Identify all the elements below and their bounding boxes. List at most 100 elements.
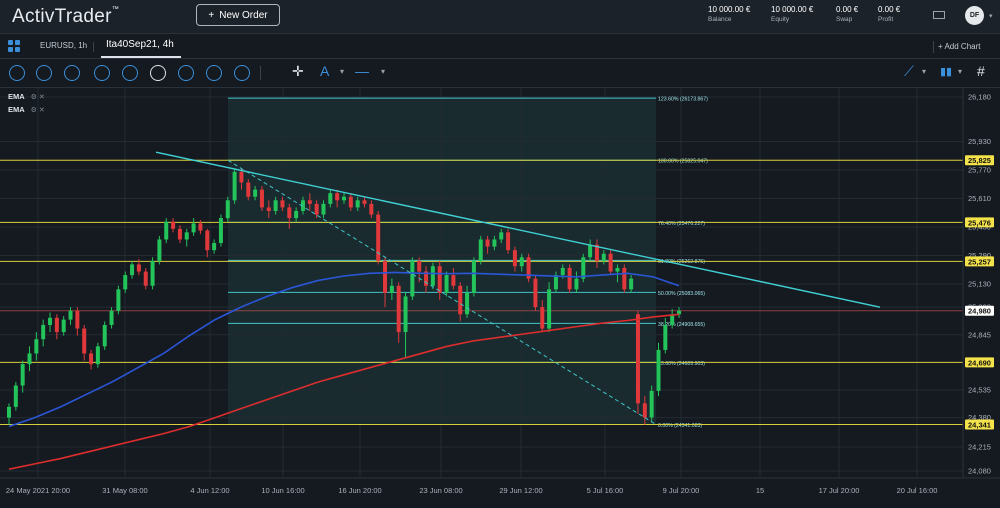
candle-body bbox=[259, 189, 264, 208]
candle-body bbox=[622, 267, 627, 290]
tab-divider bbox=[933, 41, 934, 53]
mail-icon[interactable] bbox=[933, 11, 945, 19]
candle-body bbox=[506, 232, 511, 251]
candle-body bbox=[451, 275, 456, 286]
crosshair-icon[interactable]: ✛ bbox=[292, 63, 304, 79]
time-4h-icon[interactable] bbox=[150, 65, 166, 81]
fibonacci-label: 50.00% (25083.065) bbox=[658, 291, 705, 297]
candle-body bbox=[396, 285, 401, 333]
candle-body bbox=[424, 271, 429, 286]
price-label-text: 25,257 bbox=[968, 257, 991, 266]
candle-body bbox=[54, 317, 59, 333]
layout-grid-icon[interactable] bbox=[8, 40, 20, 52]
candle-body bbox=[403, 296, 408, 333]
price-tick-label: 24,215 bbox=[968, 442, 991, 451]
indicator-legend-ema-1[interactable]: EMA ⚙ ✕ bbox=[8, 92, 45, 101]
tab-ita40[interactable]: Ita40Sep21, 4h bbox=[106, 39, 174, 50]
chevron-down-icon[interactable]: ▾ bbox=[989, 13, 993, 20]
bar-style-icon[interactable]: ▮▮ bbox=[940, 66, 953, 78]
candle-body bbox=[512, 250, 517, 267]
time-1w-icon[interactable] bbox=[206, 65, 222, 81]
candle-body bbox=[389, 285, 394, 293]
chevron-down-icon[interactable]: ▾ bbox=[340, 67, 345, 76]
grid-icon[interactable]: # bbox=[977, 63, 985, 79]
candle-body bbox=[68, 310, 73, 320]
candle-body bbox=[471, 260, 476, 293]
price-tick-label: 24,380 bbox=[968, 413, 991, 422]
chevron-down-icon[interactable]: ▾ bbox=[958, 67, 963, 76]
time-15m-icon[interactable] bbox=[64, 65, 80, 81]
candle-body bbox=[499, 232, 504, 240]
candle-body bbox=[383, 260, 388, 293]
chart-canvas[interactable]: 123.60% (26173.867) 100.00% (25825.047) 76… bbox=[0, 88, 1000, 503]
candle-body bbox=[307, 200, 312, 204]
time-30m-icon[interactable] bbox=[94, 65, 110, 81]
candle-body bbox=[642, 403, 647, 418]
avatar[interactable]: DF bbox=[965, 6, 984, 25]
candle-body bbox=[608, 253, 613, 272]
candle-body bbox=[123, 275, 128, 290]
fibonacci-label: 76.40% (25476.227) bbox=[658, 221, 705, 227]
time-tick-label: 24 May 2021 20:00 bbox=[6, 486, 70, 495]
candle-body bbox=[171, 221, 176, 229]
candle-body bbox=[300, 200, 305, 211]
indicator-legend-ema-2[interactable]: EMA ⚙ ✕ bbox=[8, 105, 45, 114]
candle-body bbox=[560, 267, 565, 276]
price-chart[interactable]: 123.60% (26173.867) 100.00% (25825.047) 76… bbox=[0, 88, 1000, 503]
chevron-down-icon[interactable]: ▾ bbox=[381, 67, 386, 76]
candle-body bbox=[444, 275, 449, 293]
candle-body bbox=[348, 196, 353, 208]
price-axis bbox=[963, 88, 1000, 503]
price-label-text: 24,341 bbox=[968, 421, 991, 430]
candle-body bbox=[116, 289, 121, 311]
candle-body bbox=[588, 244, 593, 258]
time-1m-icon[interactable] bbox=[9, 65, 25, 81]
candle-body bbox=[89, 353, 94, 365]
time-1mn-icon[interactable] bbox=[234, 65, 250, 81]
new-order-button[interactable]: + New Order bbox=[196, 4, 280, 26]
text-tool-icon[interactable]: A bbox=[320, 63, 330, 79]
price-tick-label: 24,845 bbox=[968, 330, 991, 339]
time-tick-label: 10 Jun 16:00 bbox=[261, 486, 304, 495]
candle-body bbox=[458, 285, 463, 315]
time-1d-icon[interactable] bbox=[178, 65, 194, 81]
candle-body bbox=[437, 266, 442, 293]
line-style-icon[interactable]: — bbox=[355, 63, 369, 79]
candle-body bbox=[164, 221, 169, 240]
candle-body bbox=[212, 243, 217, 251]
candle-body bbox=[355, 200, 360, 208]
candle-body bbox=[615, 267, 620, 272]
candle-body bbox=[218, 218, 223, 244]
price-label-box bbox=[965, 217, 994, 228]
balance-stat: 10 000.00 € Balance bbox=[708, 5, 751, 23]
candle-body bbox=[266, 207, 271, 211]
candle-body bbox=[109, 310, 114, 325]
tab-eurusd[interactable]: EURUSD, 1h bbox=[40, 41, 88, 50]
candle-body bbox=[362, 200, 367, 204]
time-5m-icon[interactable] bbox=[36, 65, 52, 81]
candle-body bbox=[342, 196, 346, 201]
price-label-box bbox=[965, 305, 994, 316]
price-tick-label: 25,930 bbox=[968, 137, 991, 146]
add-chart-button[interactable]: + Add Chart bbox=[938, 42, 981, 51]
candle-body bbox=[485, 239, 490, 247]
candle-body bbox=[649, 390, 654, 418]
candle-body bbox=[280, 200, 285, 208]
app-logo[interactable]: ActivTrader™ bbox=[12, 6, 120, 27]
candle-body bbox=[184, 232, 189, 240]
candle-body bbox=[430, 266, 435, 286]
candle-body bbox=[130, 264, 135, 276]
time-tick-label: 9 Jul 20:00 bbox=[663, 486, 700, 495]
candle-body bbox=[157, 239, 162, 261]
chevron-down-icon[interactable]: ▾ bbox=[922, 67, 927, 76]
candle-body bbox=[540, 307, 545, 329]
time-1h-icon[interactable] bbox=[122, 65, 138, 81]
price-tick-label: 25,130 bbox=[968, 280, 991, 289]
equity-stat: 10 000.00 € Equity bbox=[771, 5, 814, 23]
price-label-text: 24,690 bbox=[968, 358, 991, 367]
trendline bbox=[155, 151, 881, 308]
candle-body bbox=[376, 214, 381, 261]
indicators-icon[interactable]: ⟋ bbox=[904, 63, 914, 79]
candle-body bbox=[61, 319, 66, 333]
candle-body bbox=[656, 349, 661, 391]
